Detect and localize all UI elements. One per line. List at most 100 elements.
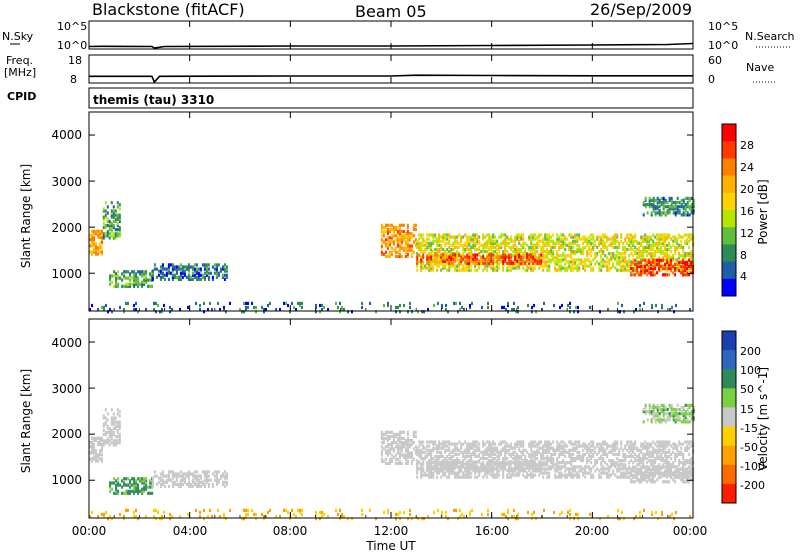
velocity-cell: [578, 469, 581, 473]
velocity-cell: [600, 448, 603, 452]
power-cell: [684, 205, 687, 209]
power-cell: [518, 235, 521, 239]
velocity-cell: [450, 468, 453, 472]
velocity-cell: [668, 450, 671, 454]
velocity-cell: [532, 454, 535, 459]
power-cell: [540, 250, 543, 254]
power-cell: [652, 233, 655, 237]
power-cell: [456, 252, 459, 256]
power-cell: [668, 241, 671, 245]
velocity-cell: [161, 517, 163, 521]
power-cell: [498, 255, 501, 259]
power-cell: [494, 256, 497, 260]
power-cell: [104, 232, 107, 236]
power-cell: [478, 241, 481, 245]
power-cell: [243, 310, 245, 314]
power-cell: [203, 263, 206, 267]
velocity-cell: [99, 457, 101, 461]
power-cell: [518, 255, 521, 259]
power-cell: [630, 241, 633, 245]
power-cell: [660, 196, 663, 200]
velocity-cell: [430, 471, 433, 475]
velocity-cell: [205, 478, 208, 482]
velocity-cell: [574, 469, 577, 473]
power-cell: [572, 241, 575, 245]
velocity-cell: [141, 487, 144, 491]
velocity-cell: [456, 463, 459, 467]
velocity-cell: [129, 479, 132, 483]
velocity-cell: [428, 440, 431, 444]
power-cell: [602, 239, 605, 243]
power-cell: [446, 255, 449, 259]
velocity-cell: [574, 440, 577, 444]
power-cell: [444, 237, 447, 241]
power-cell: [604, 235, 607, 239]
power-cell: [478, 247, 481, 252]
power-cell: [470, 237, 473, 241]
velocity-cell: [588, 471, 591, 475]
power-cell: [558, 258, 561, 262]
velocity-cell: [568, 450, 571, 454]
velocity-cell: [171, 474, 174, 478]
velocity-cell: [199, 480, 202, 484]
velocity-cell: [562, 461, 565, 465]
velocity-cell: [203, 478, 206, 482]
velocity-cell: [466, 448, 469, 452]
power-cell: [438, 235, 441, 239]
power-cell: [101, 305, 103, 310]
power-cell: [586, 250, 589, 254]
velocity-cell: [101, 453, 103, 457]
power-cell: [507, 301, 509, 305]
velocity-cell: [590, 473, 593, 477]
velocity-cell: [486, 452, 489, 456]
velocity-cell: [498, 442, 501, 446]
velocity-cell: [546, 444, 549, 448]
velocity-cell: [658, 454, 661, 459]
power-cell: [422, 253, 425, 257]
velocity-cell: [536, 448, 539, 452]
power-cell: [400, 238, 403, 242]
velocity-cell: [516, 463, 519, 467]
power-cell: [530, 255, 533, 259]
velocity-cell: [191, 478, 194, 482]
power-cell: [538, 235, 541, 239]
velocity-cell: [478, 448, 481, 452]
power-cell: [658, 262, 661, 267]
velocity-cell: [406, 461, 409, 465]
velocity-cell: [620, 442, 623, 446]
power-cell: [101, 229, 103, 233]
power-cell: [661, 303, 663, 308]
velocity-cell: [390, 430, 393, 434]
velocity-cell: [630, 467, 633, 471]
power-cell: [143, 278, 146, 282]
power-cell: [600, 235, 603, 239]
power-cell: [392, 232, 395, 236]
velocity-cell: [426, 462, 429, 466]
power-cell: [554, 268, 557, 272]
velocity-cell: [145, 479, 148, 483]
power-cell: [510, 255, 513, 259]
power-cell: [504, 250, 507, 254]
power-cell: [301, 301, 303, 305]
power-cell: [469, 305, 471, 310]
velocity-cell: [468, 446, 471, 450]
power-cell: [466, 243, 469, 247]
power-cell: [486, 241, 489, 245]
power-cell: [558, 247, 561, 252]
velocity-cell: [496, 460, 499, 464]
velocity-cell: [590, 475, 593, 479]
velocity-cell: [470, 462, 473, 466]
velocity-cell: [630, 469, 633, 474]
velocity-cell: [580, 454, 583, 459]
power-cell: [674, 252, 677, 256]
velocity-cell: [578, 440, 581, 444]
power-cell: [538, 261, 541, 265]
velocity-cell: [532, 475, 535, 479]
velocity-cell: [438, 444, 441, 448]
velocity-cell: [436, 448, 439, 452]
velocity-cell: [452, 448, 455, 452]
power-cell: [514, 243, 517, 247]
power-cell: [602, 235, 605, 239]
velocity-cell: [165, 474, 168, 478]
power-cell: [642, 254, 645, 258]
